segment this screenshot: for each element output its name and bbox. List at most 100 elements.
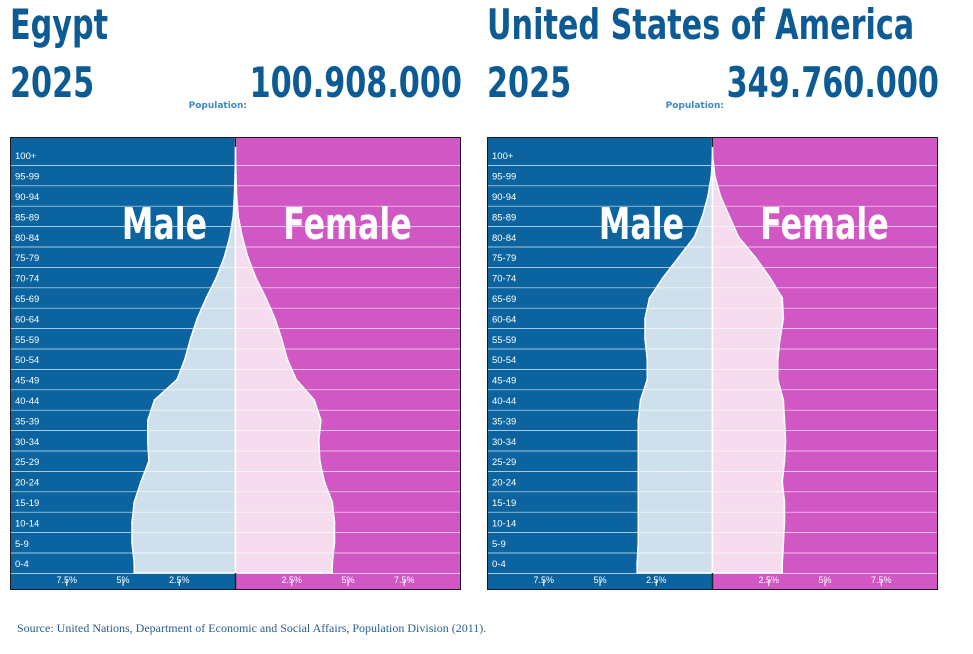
female-data-point bbox=[783, 460, 786, 463]
year-label: 2025 bbox=[10, 58, 95, 107]
female-data-point bbox=[784, 439, 787, 442]
female-data-point bbox=[719, 195, 722, 197]
age-group-label: 5-9 bbox=[15, 539, 29, 550]
female-data-point bbox=[713, 174, 716, 177]
x-tick-label: 7.5% bbox=[56, 575, 77, 585]
female-data-point bbox=[246, 256, 249, 259]
male-data-point bbox=[215, 276, 218, 279]
female-data-point bbox=[254, 276, 257, 279]
age-group-label: 90-94 bbox=[492, 192, 516, 203]
female-data-point bbox=[264, 297, 267, 299]
age-group-label: 50-54 bbox=[15, 355, 39, 366]
age-group-label: 75-79 bbox=[492, 253, 516, 264]
male-data-point bbox=[146, 419, 149, 422]
male-data-point bbox=[644, 317, 646, 320]
age-group-label: 65-69 bbox=[492, 294, 516, 305]
male-data-point bbox=[648, 297, 651, 299]
age-group-label: 100+ bbox=[15, 151, 37, 162]
x-tick-label: 5% bbox=[341, 575, 354, 585]
age-group-label: 30-34 bbox=[492, 437, 516, 448]
male-data-point bbox=[693, 235, 696, 238]
age-group-label: 20-24 bbox=[492, 478, 516, 489]
female-label: Female bbox=[283, 199, 412, 251]
male-data-point bbox=[637, 521, 640, 524]
female-data-point bbox=[286, 358, 289, 361]
x-tick-label: 5% bbox=[818, 575, 831, 585]
male-data-point bbox=[147, 460, 150, 463]
x-tick-label: 7.5% bbox=[871, 575, 892, 585]
male-data-point bbox=[637, 419, 640, 422]
female-data-point bbox=[318, 460, 321, 463]
female-data-point bbox=[317, 439, 320, 442]
male-data-point bbox=[176, 378, 178, 381]
male-data-point bbox=[646, 358, 649, 361]
age-group-label: 35-39 bbox=[15, 416, 39, 427]
male-data-point bbox=[639, 399, 642, 401]
usa-panel: United States of America 2025 Population… bbox=[477, 0, 952, 600]
source-note: Source: United Nations, Department of Ec… bbox=[17, 621, 487, 635]
female-data-point bbox=[782, 399, 785, 401]
male-data-point bbox=[644, 337, 646, 340]
female-data-point bbox=[728, 215, 731, 218]
female-data-point bbox=[711, 154, 714, 157]
x-tick-label: 7.5% bbox=[533, 575, 554, 585]
male-data-point bbox=[637, 480, 640, 483]
male-data-point bbox=[205, 297, 208, 299]
age-group-label: 55-59 bbox=[15, 335, 39, 346]
female-data-point bbox=[241, 235, 244, 238]
female-data-point bbox=[783, 501, 786, 503]
age-group-label: 85-89 bbox=[15, 212, 39, 223]
age-group-label: 70-74 bbox=[15, 274, 39, 285]
population-label: Population: bbox=[188, 101, 247, 111]
age-group-label: 20-24 bbox=[15, 478, 39, 489]
male-data-point bbox=[637, 439, 640, 442]
male-data-point bbox=[637, 460, 640, 463]
population-value: 100.908.000 bbox=[249, 58, 462, 107]
female-data-point bbox=[234, 154, 237, 157]
age-group-label: 90-94 bbox=[15, 192, 39, 203]
male-data-point bbox=[677, 256, 680, 259]
male-data-point bbox=[183, 358, 186, 361]
male-data-point bbox=[146, 439, 149, 442]
male-label: Male bbox=[122, 199, 207, 251]
female-data-point bbox=[781, 297, 784, 299]
female-data-point bbox=[273, 317, 276, 320]
female-data-point bbox=[783, 419, 786, 422]
year-label: 2025 bbox=[487, 58, 572, 107]
male-data-point bbox=[637, 541, 640, 544]
female-data-point bbox=[295, 378, 298, 381]
male-data-point bbox=[196, 317, 199, 320]
female-data-point bbox=[235, 195, 238, 197]
female-data-point bbox=[331, 501, 334, 503]
country-title: Egypt bbox=[10, 0, 109, 49]
x-tick-label: 5% bbox=[593, 575, 606, 585]
egypt-panel: Egypt 2025 Population: 100.908.000 100+ 9… bbox=[0, 0, 475, 600]
age-group-label: 60-64 bbox=[492, 314, 516, 325]
x-tick-label: 7.5% bbox=[394, 575, 415, 585]
age-group-label: 50-54 bbox=[492, 355, 516, 366]
age-group-label: 40-44 bbox=[15, 396, 39, 407]
age-group-label: 45-49 bbox=[15, 376, 39, 387]
x-tick-label: 2.5% bbox=[646, 575, 667, 585]
age-group-label: 30-34 bbox=[15, 437, 39, 448]
population-label: Population: bbox=[665, 101, 724, 111]
female-data-point bbox=[737, 235, 740, 238]
age-group-label: 100+ bbox=[492, 151, 514, 162]
female-label: Female bbox=[760, 199, 889, 251]
female-data-point bbox=[754, 256, 757, 259]
male-data-point bbox=[636, 562, 639, 565]
age-group-label: 0-4 bbox=[492, 559, 506, 570]
female-data-point bbox=[331, 562, 334, 565]
female-data-point bbox=[781, 480, 784, 483]
male-data-point bbox=[232, 215, 235, 218]
female-data-point bbox=[235, 174, 237, 177]
female-data-point bbox=[237, 215, 240, 218]
x-tick-label: 2.5% bbox=[281, 575, 302, 585]
age-group-label: 70-74 bbox=[492, 274, 516, 285]
age-group-label: 65-69 bbox=[15, 294, 39, 305]
age-group-label: 95-99 bbox=[492, 172, 516, 183]
age-group-label: 75-79 bbox=[15, 253, 39, 264]
female-data-point bbox=[782, 317, 785, 320]
male-data-point bbox=[662, 276, 664, 279]
age-group-label: 45-49 bbox=[492, 376, 516, 387]
